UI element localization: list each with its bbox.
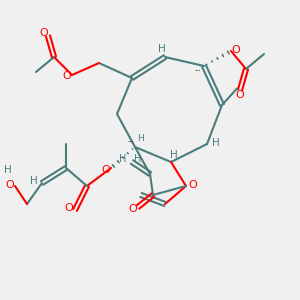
Text: H: H [119,154,127,164]
Text: H: H [212,137,219,148]
Text: ···: ··· [194,68,201,74]
Text: H: H [4,165,11,176]
Text: O: O [128,204,137,214]
Text: O: O [39,28,48,38]
Text: H: H [170,149,178,160]
Text: H: H [158,44,166,55]
Text: H: H [138,134,144,143]
Text: ···: ··· [127,140,134,146]
Text: H: H [134,154,141,164]
Text: O: O [101,165,110,176]
Text: O: O [236,89,244,100]
Text: O: O [188,179,197,190]
Text: O: O [231,45,240,56]
Text: O: O [64,202,73,213]
Text: O: O [5,180,14,190]
Text: O: O [62,70,71,81]
Text: H: H [30,176,38,186]
